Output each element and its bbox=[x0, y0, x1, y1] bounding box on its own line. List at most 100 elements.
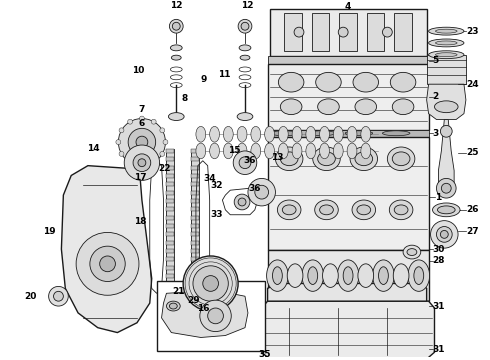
Ellipse shape bbox=[172, 55, 181, 60]
Ellipse shape bbox=[308, 267, 318, 284]
Text: 7: 7 bbox=[139, 105, 145, 114]
Circle shape bbox=[200, 300, 231, 332]
Ellipse shape bbox=[353, 72, 379, 92]
Bar bbox=[268, 250, 429, 301]
Ellipse shape bbox=[345, 131, 372, 136]
Bar bbox=[167, 216, 174, 220]
Bar bbox=[270, 9, 427, 56]
Bar bbox=[167, 199, 174, 203]
Ellipse shape bbox=[280, 99, 302, 114]
Circle shape bbox=[99, 256, 116, 272]
Circle shape bbox=[76, 233, 139, 295]
Circle shape bbox=[203, 276, 219, 291]
Ellipse shape bbox=[292, 126, 302, 142]
Circle shape bbox=[119, 118, 166, 166]
Bar bbox=[167, 249, 174, 253]
Bar bbox=[167, 233, 174, 237]
Ellipse shape bbox=[306, 126, 316, 142]
Text: 12: 12 bbox=[170, 1, 182, 10]
Bar bbox=[167, 207, 174, 211]
Circle shape bbox=[133, 154, 151, 172]
Text: 33: 33 bbox=[210, 210, 222, 219]
Ellipse shape bbox=[355, 152, 372, 166]
Text: 17: 17 bbox=[134, 173, 147, 182]
Bar bbox=[284, 13, 302, 51]
Ellipse shape bbox=[390, 200, 413, 220]
Bar bbox=[268, 137, 429, 250]
Ellipse shape bbox=[337, 260, 359, 291]
Circle shape bbox=[136, 136, 148, 148]
Text: 36: 36 bbox=[243, 156, 256, 165]
Circle shape bbox=[124, 145, 160, 180]
Ellipse shape bbox=[210, 143, 220, 159]
Ellipse shape bbox=[414, 267, 424, 284]
Circle shape bbox=[140, 116, 145, 121]
Ellipse shape bbox=[352, 200, 375, 220]
Polygon shape bbox=[439, 120, 454, 195]
Bar bbox=[191, 216, 199, 220]
Ellipse shape bbox=[435, 101, 458, 113]
Ellipse shape bbox=[372, 260, 394, 291]
Ellipse shape bbox=[355, 99, 377, 114]
Ellipse shape bbox=[429, 39, 464, 47]
Ellipse shape bbox=[277, 200, 301, 220]
Text: 24: 24 bbox=[466, 80, 479, 89]
Ellipse shape bbox=[393, 264, 409, 287]
Ellipse shape bbox=[267, 260, 288, 291]
Circle shape bbox=[138, 159, 146, 167]
Ellipse shape bbox=[275, 147, 303, 171]
Ellipse shape bbox=[251, 143, 261, 159]
Ellipse shape bbox=[287, 264, 303, 287]
Ellipse shape bbox=[280, 152, 298, 166]
Ellipse shape bbox=[167, 301, 180, 311]
Circle shape bbox=[172, 22, 180, 30]
Text: 35: 35 bbox=[258, 350, 271, 359]
Text: 10: 10 bbox=[132, 66, 145, 75]
Text: 29: 29 bbox=[188, 296, 200, 305]
Ellipse shape bbox=[318, 99, 339, 114]
Ellipse shape bbox=[407, 249, 417, 256]
Ellipse shape bbox=[237, 126, 247, 142]
Bar bbox=[191, 241, 199, 245]
Ellipse shape bbox=[343, 267, 353, 284]
Bar bbox=[191, 283, 199, 287]
Ellipse shape bbox=[282, 205, 296, 215]
Ellipse shape bbox=[357, 205, 370, 215]
Circle shape bbox=[90, 246, 125, 282]
Text: 22: 22 bbox=[159, 164, 171, 173]
Ellipse shape bbox=[272, 267, 282, 284]
Circle shape bbox=[241, 22, 249, 30]
Ellipse shape bbox=[171, 45, 182, 51]
Ellipse shape bbox=[223, 126, 233, 142]
Text: 11: 11 bbox=[219, 70, 231, 79]
Bar bbox=[339, 13, 357, 51]
Text: 23: 23 bbox=[466, 27, 478, 36]
Circle shape bbox=[160, 128, 165, 133]
Ellipse shape bbox=[361, 126, 370, 142]
Circle shape bbox=[248, 179, 275, 206]
Circle shape bbox=[128, 119, 133, 124]
Ellipse shape bbox=[265, 126, 274, 142]
Circle shape bbox=[128, 160, 133, 165]
Bar bbox=[427, 55, 466, 84]
Bar bbox=[167, 266, 174, 270]
Ellipse shape bbox=[347, 143, 357, 159]
Ellipse shape bbox=[169, 113, 184, 121]
Bar bbox=[191, 166, 199, 170]
Ellipse shape bbox=[313, 147, 340, 171]
Circle shape bbox=[151, 119, 156, 124]
Ellipse shape bbox=[319, 205, 333, 215]
Ellipse shape bbox=[438, 206, 455, 214]
Polygon shape bbox=[167, 149, 174, 303]
Ellipse shape bbox=[316, 72, 341, 92]
Ellipse shape bbox=[383, 131, 410, 136]
Ellipse shape bbox=[319, 143, 329, 159]
Text: 31: 31 bbox=[433, 345, 445, 354]
Ellipse shape bbox=[347, 126, 357, 142]
Bar bbox=[167, 274, 174, 278]
Bar bbox=[167, 191, 174, 195]
Ellipse shape bbox=[394, 205, 408, 215]
Text: 19: 19 bbox=[43, 227, 55, 236]
Bar bbox=[167, 149, 174, 153]
Ellipse shape bbox=[318, 152, 335, 166]
